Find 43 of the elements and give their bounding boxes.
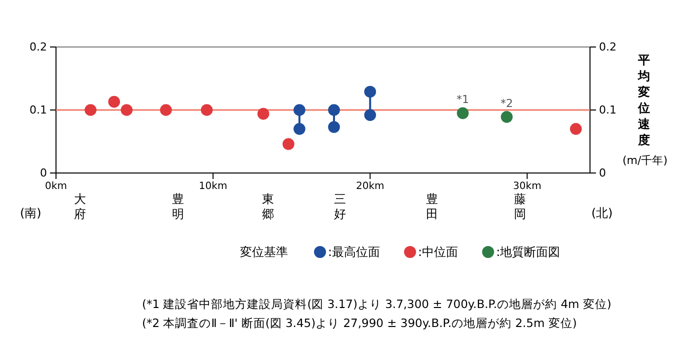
point: [282, 138, 294, 150]
text: 豊田: [426, 192, 438, 221]
point: [200, 104, 213, 116]
x-tick-label: 10km: [198, 181, 228, 192]
text: 豊明: [172, 192, 184, 221]
legend-label: :最高位面: [328, 245, 380, 259]
text: (*2 本調査のⅡ－Ⅱ' 断面(図 3.45)より 27,990 ± 390y.B.P.の地層が約 2.5m 変位): [142, 316, 577, 330]
annotation: *2: [500, 96, 514, 110]
text: (*1 建設省中部地方建設局資料(図 3.17)より 3.7,300 ± 700y.B.P.の地層が約 4m 変位): [142, 297, 612, 311]
point: [456, 107, 469, 120]
legend-label: :中位面: [418, 245, 458, 259]
text: 東郷: [262, 192, 274, 221]
point: [570, 122, 582, 135]
y2-tick-label: 0: [599, 166, 606, 180]
point: [364, 86, 376, 98]
x-tick-label: 20km: [356, 181, 384, 192]
text: (北): [591, 206, 613, 220]
x-tick-label: 0km: [45, 181, 67, 192]
text: (南): [20, 206, 42, 220]
point: [500, 111, 513, 123]
point: [257, 108, 270, 120]
y-tick-label: 0: [40, 166, 47, 180]
text: 三好: [334, 192, 346, 221]
annotation: *1: [456, 93, 470, 106]
legend-title: 変位基準: [240, 245, 288, 259]
point: [120, 104, 133, 116]
y2-axis-title: 平均変位速度 (m/千年): [622, 53, 668, 167]
x-tick-label: 30km: [513, 181, 542, 192]
text: 藤岡: [514, 192, 526, 221]
point: [160, 104, 172, 116]
text: 大府: [74, 192, 86, 221]
legend-label: :地質断面図: [496, 245, 560, 259]
y-tick-label: 0.1: [30, 104, 47, 117]
y2-tick-label: 0.1: [599, 104, 616, 117]
point: [294, 122, 306, 135]
point: [364, 109, 376, 121]
point: [328, 121, 340, 133]
point: [108, 96, 120, 108]
point: [328, 104, 340, 116]
point: [294, 104, 306, 116]
y2-tick-label: 0.2: [599, 40, 616, 54]
y-tick-label: 0.2: [30, 40, 47, 54]
point: [84, 104, 96, 116]
